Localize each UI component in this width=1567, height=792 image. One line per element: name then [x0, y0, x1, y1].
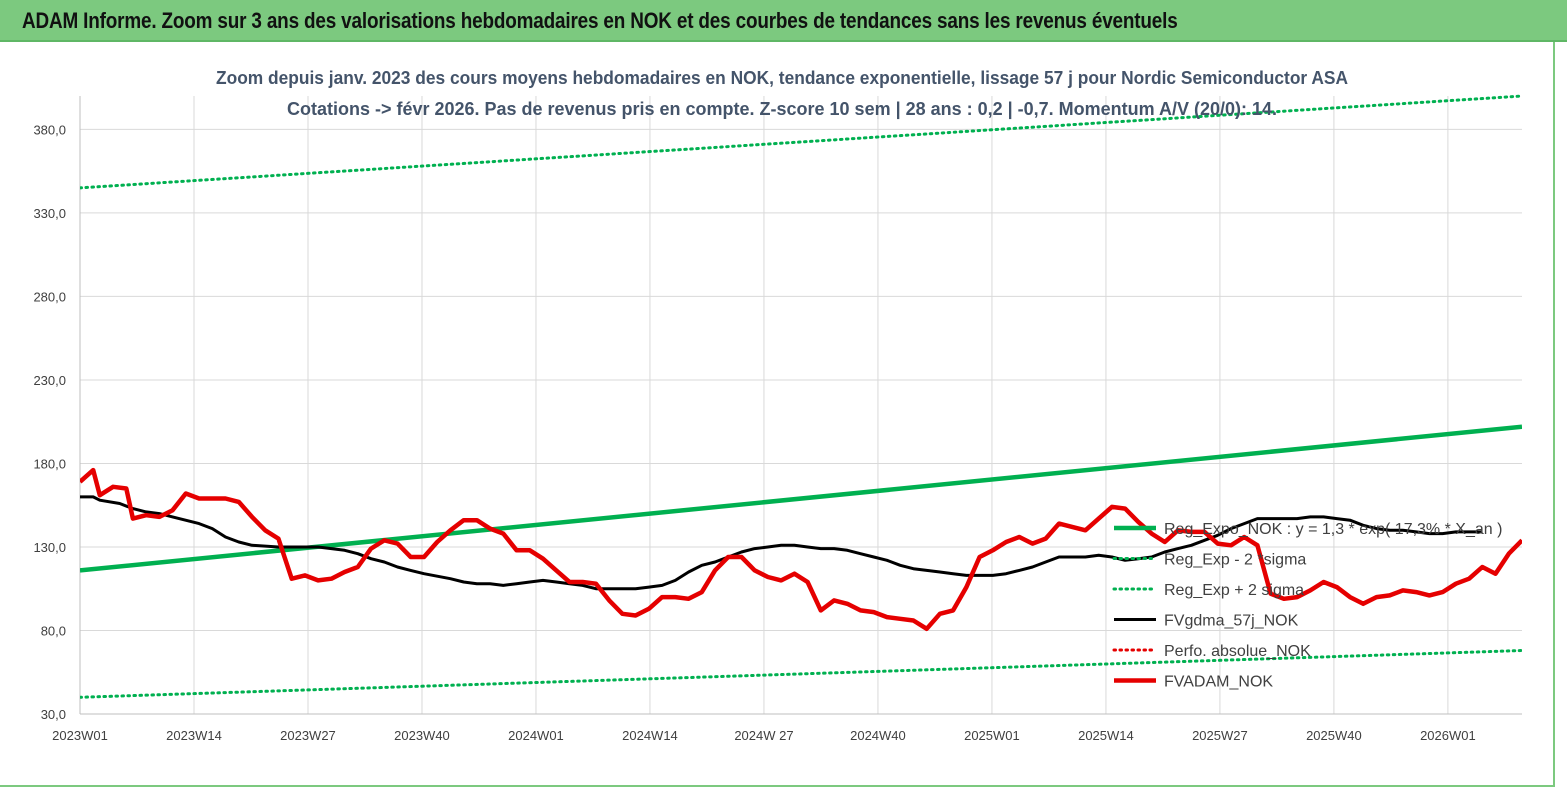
x-tick-label: 2025W40 [1306, 728, 1362, 743]
x-tick-label: 2023W27 [280, 728, 336, 743]
x-tick-label: 2024W01 [508, 728, 564, 743]
report-banner: ADAM Informe. Zoom sur 3 ans des valoris… [0, 0, 1567, 42]
x-tick-label: 2026W01 [1420, 728, 1476, 743]
grid [79, 96, 1522, 715]
x-tick-label: 2024W 27 [734, 728, 793, 743]
x-tick-label: 2023W01 [52, 728, 108, 743]
series-line-2 [80, 94, 1522, 190]
x-tick-label: 2025W01 [964, 728, 1020, 743]
chart-title: Zoom depuis janv. 2023 des cours moyens … [216, 68, 1348, 88]
x-tick-label: 2023W40 [394, 728, 450, 743]
y-tick-label: 80,0 [41, 623, 66, 638]
y-tick-label: 30,0 [41, 707, 66, 722]
y-tick-label: 380,0 [33, 122, 66, 137]
y-tick-label: 180,0 [33, 456, 66, 471]
series-lines [80, 94, 1522, 699]
legend-label: Reg_Exp + 2 sigma [1164, 582, 1304, 599]
chart-frame: 30,0 80,0 130,0 180,0 230,0 280,0 330,0 380,0 20… [0, 42, 1555, 787]
line-chart: 30,0 80,0 130,0 180,0 230,0 280,0 330,0 380,0 20… [33, 68, 1522, 743]
y-tick-label: 280,0 [33, 289, 66, 304]
axes: 30,0 80,0 130,0 180,0 230,0 280,0 330,0 380,0 20… [33, 96, 1522, 743]
legend-label: Perfo. absolue_NOK [1164, 643, 1311, 660]
y-tick-label: 330,0 [33, 206, 66, 221]
legend: Reg_Expo_NOK : y = 1,3 * exp( 17,3% * X_… [1112, 521, 1502, 691]
chart-subtitle: Cotations -> févr 2026. Pas de revenus p… [287, 99, 1277, 119]
legend-label: Reg_Expo_NOK : y = 1,3 * exp( 17,3% * X_… [1164, 521, 1502, 538]
series-line-1 [80, 649, 1522, 699]
y-tick-label: 230,0 [33, 373, 66, 388]
report-title: ADAM Informe. Zoom sur 3 ans des valoris… [22, 8, 1178, 33]
series-line-0 [80, 424, 1522, 573]
series-line-3 [80, 495, 1483, 591]
legend-label: FVgdma_57j_NOK [1164, 613, 1299, 630]
x-tick-label: 2025W14 [1078, 728, 1134, 743]
legend-label: Reg_Exp - 2 *sigma [1164, 552, 1306, 569]
x-tick-label: 2023W14 [166, 728, 222, 743]
x-tick-label: 2024W40 [850, 728, 906, 743]
series-line-5 [80, 467, 1522, 632]
x-tick-label: 2024W14 [622, 728, 678, 743]
legend-label: FVADAM_NOK [1164, 674, 1273, 691]
x-tick-label: 2025W27 [1192, 728, 1248, 743]
y-tick-label: 130,0 [33, 540, 66, 555]
